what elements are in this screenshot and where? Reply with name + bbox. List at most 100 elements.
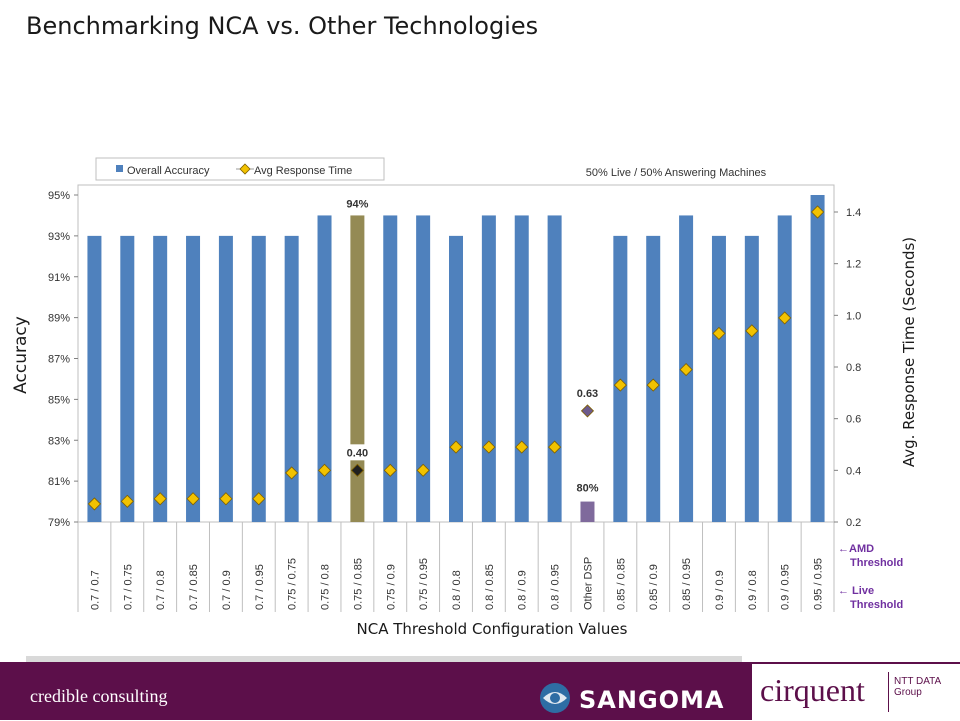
x-tick-label: 0.9 / 0.9 xyxy=(714,570,726,610)
accuracy-bar xyxy=(711,235,726,522)
threshold-annotation: Threshold xyxy=(850,557,903,569)
y2-tick-label: 0.2 xyxy=(846,517,861,529)
data-label-bg xyxy=(572,479,602,496)
y-tick-label: 91% xyxy=(48,272,70,284)
response-time-marker xyxy=(416,463,430,477)
x-tick-label: 0.8 / 0.9 xyxy=(517,570,529,610)
x-axis-title: NCA Threshold Configuration Values xyxy=(357,620,628,638)
legend-label-response: Avg Response Time xyxy=(254,165,352,177)
ntt-line-2: Group xyxy=(894,687,922,698)
response-time-marker xyxy=(810,205,825,219)
x-tick-label: 0.75 / 0.95 xyxy=(418,558,430,610)
accuracy-bar xyxy=(777,215,792,522)
response-time-marker xyxy=(87,497,102,511)
response-time-marker xyxy=(482,440,496,454)
response-time-marker xyxy=(186,492,200,506)
y-tick-label: 89% xyxy=(48,313,70,325)
x-tick-label: 0.75 / 0.9 xyxy=(385,564,397,610)
accuracy-bar xyxy=(153,235,168,522)
x-tick-label: 0.7 / 0.8 xyxy=(155,570,167,610)
threshold-annotation: Threshold xyxy=(850,599,903,611)
response-time-marker xyxy=(646,378,660,392)
response-time-marker xyxy=(613,378,627,392)
y2-tick-label: 0.6 xyxy=(846,414,861,426)
response-time-marker xyxy=(679,363,693,377)
x-tick-label: 0.9 / 0.95 xyxy=(780,564,792,610)
chart-subtitle: 50% Live / 50% Answering Machines xyxy=(586,167,767,179)
data-label: 94% xyxy=(346,198,368,210)
x-tick-label: 0.75 / 0.75 xyxy=(287,558,299,610)
accuracy-bar xyxy=(120,235,135,522)
response-time-marker xyxy=(580,404,595,418)
cirquent-wordmark: cirquent xyxy=(760,672,865,708)
legend-label-accuracy: Overall Accuracy xyxy=(127,165,210,177)
x-tick-label: 0.7 / 0.85 xyxy=(188,564,200,610)
sangoma-wordmark: SANGOMA xyxy=(579,686,725,714)
response-time-marker xyxy=(383,463,397,477)
y-tick-label: 85% xyxy=(48,394,70,406)
accuracy-bar xyxy=(744,235,759,522)
ntt-line-1: NTT DATA xyxy=(894,676,942,687)
accuracy-bar xyxy=(218,235,233,522)
accuracy-bar xyxy=(317,215,332,522)
y-tick-label: 93% xyxy=(48,231,70,243)
data-label: 0.40 xyxy=(347,447,368,459)
y-tick-label: 81% xyxy=(48,476,70,488)
legend-swatch-accuracy xyxy=(116,165,123,172)
ntt-data-group: NTT DATA Group xyxy=(894,676,941,698)
response-time-marker xyxy=(219,492,233,506)
data-label-bg xyxy=(569,384,606,401)
y2-axis-title: Avg. Response Time (Seconds) xyxy=(900,237,918,467)
accuracy-response-chart: 79% 81% 83% 85% 87% 89% 91% 93% 95% 0.2 0.4 0.6 0.8 1… xyxy=(11,157,918,638)
response-time-marker xyxy=(712,326,726,340)
y-tick-label: 95% xyxy=(48,190,70,202)
accuracy-bar xyxy=(580,501,595,522)
accuracy-bar xyxy=(449,235,463,522)
x-tick-label: Other DSP xyxy=(582,557,594,610)
accuracy-bar xyxy=(251,235,266,522)
response-time-marker xyxy=(548,440,562,454)
x-tick-label: 0.85 / 0.85 xyxy=(615,558,627,610)
y2-tick-label: 1.2 xyxy=(846,259,861,271)
sangoma-logo: SANGOMA xyxy=(535,680,750,716)
y2-tick-label: 0.4 xyxy=(846,465,861,477)
data-label: 80% xyxy=(576,483,598,495)
x-tick-label: 0.85 / 0.95 xyxy=(681,558,693,610)
y-tick-label: 87% xyxy=(48,354,70,366)
x-tick-label: 0.85 / 0.9 xyxy=(648,564,660,610)
response-time-marker xyxy=(317,463,332,477)
x-tick-label: 0.7 / 0.75 xyxy=(122,564,134,610)
accuracy-bar xyxy=(514,215,529,522)
x-tick-label: 0.8 / 0.85 xyxy=(484,564,496,610)
x-tick-label: 0.7 / 0.95 xyxy=(254,564,266,610)
response-time-marker xyxy=(778,311,792,325)
x-tick-label: 0.8 / 0.8 xyxy=(451,570,463,610)
slide-title: Benchmarking NCA vs. Other Technologies xyxy=(26,12,539,40)
x-tick-label: 0.75 / 0.8 xyxy=(320,564,332,610)
legend-swatch-response xyxy=(239,163,251,175)
data-label: 0.63 xyxy=(577,388,598,400)
response-time-marker xyxy=(153,492,167,506)
accuracy-bar xyxy=(383,215,398,522)
cirquent-logo: cirquent NTT DATA Group xyxy=(752,664,960,720)
accuracy-bar xyxy=(481,215,496,522)
y2-tick-label: 0.8 xyxy=(846,362,861,374)
response-time-marker xyxy=(285,466,299,480)
y2-tick-label: 1.4 xyxy=(846,207,861,219)
response-time-marker xyxy=(515,440,529,454)
response-time-marker xyxy=(252,492,266,506)
accuracy-bar xyxy=(284,235,299,522)
response-time-marker xyxy=(350,463,364,477)
y-tick-label: 83% xyxy=(48,435,70,447)
response-time-marker xyxy=(120,494,134,508)
x-tick-label: 0.8 / 0.95 xyxy=(550,564,562,610)
x-tick-label: 0.7 / 0.7 xyxy=(89,570,101,610)
logo-divider xyxy=(888,672,889,712)
data-label-bg xyxy=(342,195,372,212)
x-tick-label: 0.95 / 0.95 xyxy=(813,558,825,610)
accuracy-bar xyxy=(186,235,201,522)
y2-tick-label: 1.0 xyxy=(846,310,861,322)
x-tick-label: 0.9 / 0.8 xyxy=(747,570,759,610)
accuracy-bar xyxy=(416,215,431,522)
accuracy-bar xyxy=(547,215,562,522)
